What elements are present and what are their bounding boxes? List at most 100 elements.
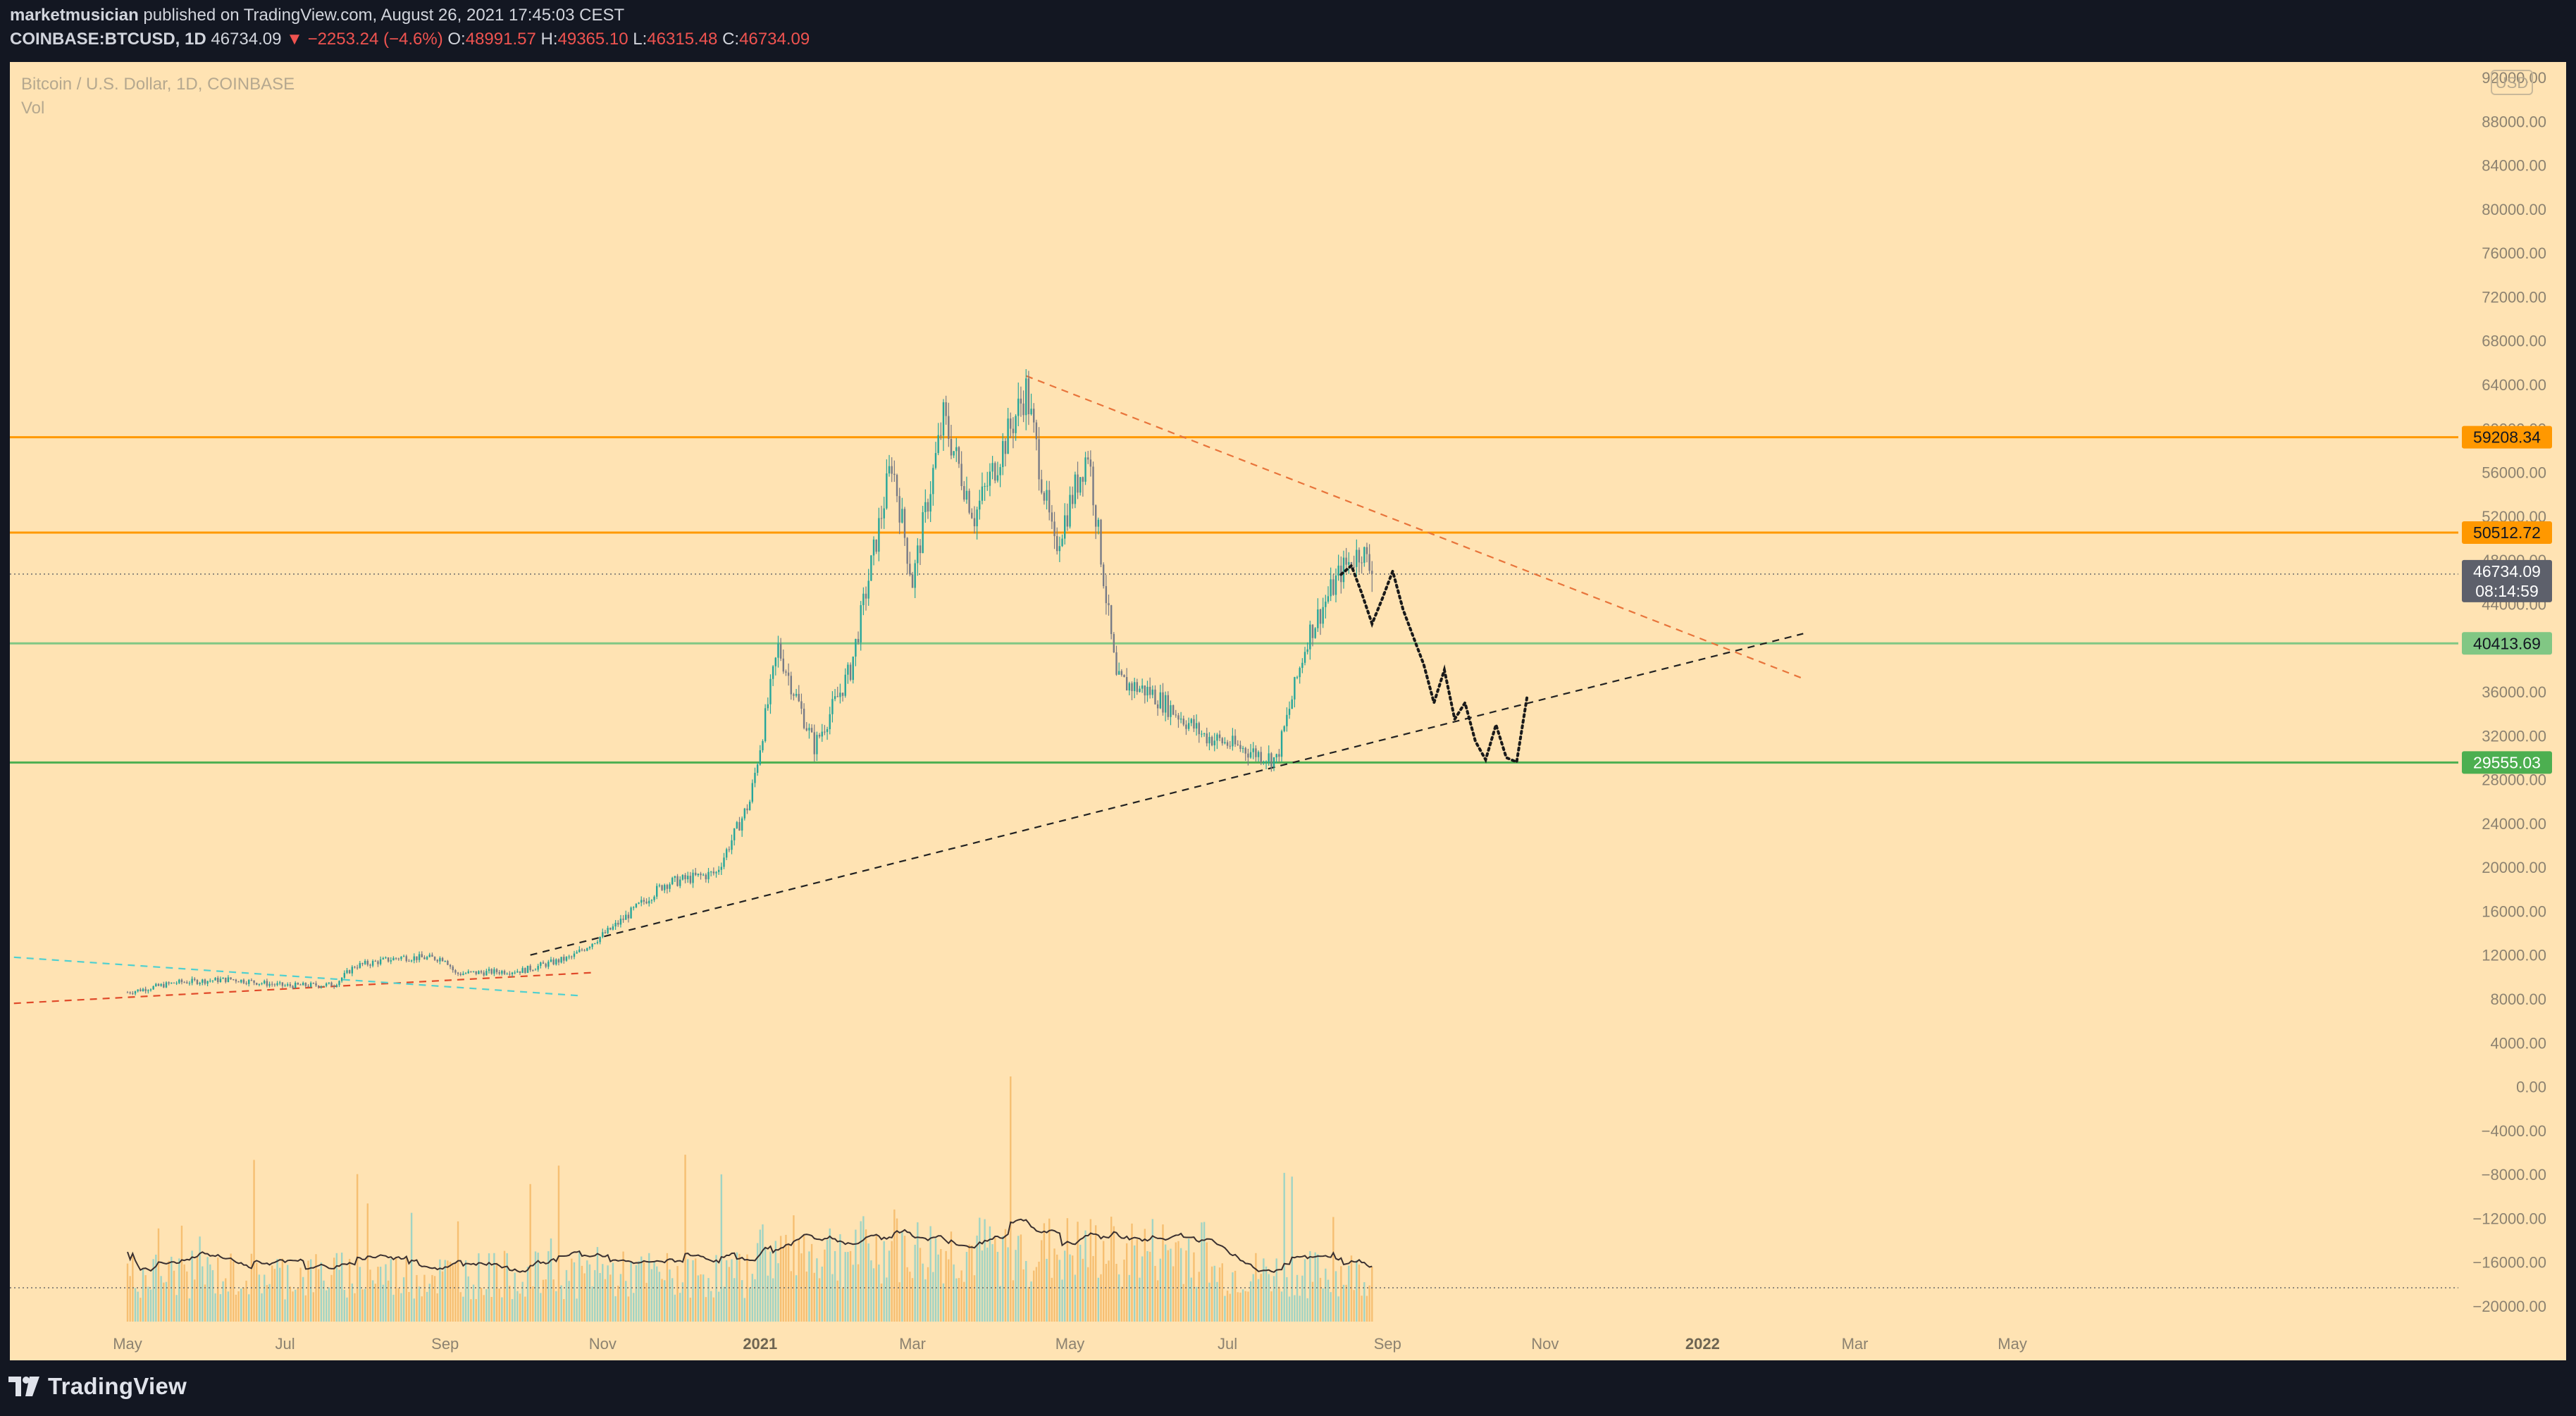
candle-body bbox=[1182, 719, 1184, 725]
price-tick-label: 24000.00 bbox=[2482, 815, 2546, 833]
volume-bar bbox=[1159, 1258, 1161, 1322]
candle bbox=[1255, 745, 1257, 762]
candle bbox=[501, 969, 503, 976]
candle-body bbox=[142, 988, 144, 992]
candle-body bbox=[1170, 705, 1172, 717]
volume-bar bbox=[237, 1291, 240, 1322]
candle bbox=[346, 968, 348, 974]
volume-bar bbox=[1046, 1258, 1048, 1322]
price-chart[interactable]: 92000.0088000.0084000.0080000.0076000.00… bbox=[10, 62, 2566, 1360]
low-label: L: bbox=[633, 30, 648, 49]
candle-body bbox=[281, 982, 284, 986]
candle-body bbox=[965, 490, 968, 500]
candle-body bbox=[630, 907, 632, 919]
volume-bar bbox=[614, 1296, 617, 1322]
candle-body bbox=[914, 563, 916, 588]
projection-path[interactable] bbox=[1339, 563, 1529, 764]
candle bbox=[209, 978, 211, 983]
old-support-trendline[interactable] bbox=[13, 956, 580, 997]
candle bbox=[348, 969, 351, 974]
old-resistance-trendline[interactable] bbox=[13, 971, 593, 1005]
candle bbox=[700, 871, 702, 880]
candle bbox=[855, 638, 857, 666]
candle bbox=[1167, 691, 1169, 720]
candle-body bbox=[1280, 731, 1283, 757]
candle-body bbox=[1043, 492, 1046, 501]
candle bbox=[1187, 717, 1190, 731]
volume-bar bbox=[459, 1292, 462, 1322]
currency-badge-text: USD bbox=[2496, 74, 2528, 92]
volume-bar bbox=[307, 1260, 309, 1322]
volume-bar bbox=[950, 1231, 953, 1322]
candle-body bbox=[346, 970, 348, 974]
candle bbox=[1084, 452, 1086, 485]
candle-body bbox=[400, 957, 402, 959]
time-tick-label: May bbox=[1055, 1335, 1085, 1353]
support-trendline[interactable] bbox=[530, 633, 1804, 956]
candle-body bbox=[1086, 457, 1089, 460]
candle-body bbox=[981, 486, 984, 501]
candle bbox=[140, 988, 142, 992]
candle-body bbox=[599, 936, 601, 943]
volume-bar bbox=[410, 1212, 413, 1322]
candle-body bbox=[454, 970, 457, 973]
volume-bar bbox=[1144, 1229, 1146, 1322]
candle bbox=[194, 977, 196, 982]
volume-bar bbox=[790, 1271, 792, 1322]
volume-bar bbox=[1221, 1263, 1223, 1322]
candle bbox=[361, 962, 364, 967]
candle bbox=[264, 979, 266, 985]
candle-body bbox=[503, 971, 506, 974]
candle-body bbox=[960, 464, 962, 487]
candle-body bbox=[1201, 733, 1203, 735]
candle bbox=[594, 943, 596, 945]
volume-bar bbox=[211, 1269, 214, 1322]
candle-body bbox=[261, 983, 263, 984]
volume-bar bbox=[1229, 1293, 1231, 1322]
candle-body bbox=[452, 967, 454, 971]
volume-bar bbox=[803, 1234, 805, 1322]
currency-badge[interactable]: USD bbox=[2491, 70, 2533, 95]
candle bbox=[958, 446, 960, 468]
candle bbox=[960, 451, 962, 490]
candle-body bbox=[689, 876, 692, 883]
volume-bar bbox=[423, 1274, 426, 1322]
volume-bar bbox=[1179, 1248, 1182, 1322]
candle bbox=[366, 959, 369, 967]
volume-bar bbox=[756, 1243, 759, 1322]
candle-body bbox=[862, 593, 865, 606]
volume-bar bbox=[532, 1286, 534, 1322]
candle bbox=[686, 871, 689, 883]
candle bbox=[516, 969, 519, 973]
author-name[interactable]: marketmusician bbox=[10, 6, 139, 25]
candle-body bbox=[1089, 459, 1092, 467]
candle bbox=[841, 693, 844, 702]
candle-body bbox=[1255, 748, 1257, 757]
candle-body bbox=[230, 977, 232, 980]
candle-body bbox=[1033, 409, 1035, 423]
candle bbox=[387, 957, 390, 963]
candle bbox=[875, 539, 877, 554]
candle bbox=[266, 979, 268, 988]
volume-bar bbox=[1172, 1266, 1175, 1322]
volume-bar bbox=[294, 1289, 297, 1322]
candle-body bbox=[524, 968, 526, 974]
tradingview-logo[interactable]: TradingView bbox=[8, 1373, 187, 1400]
volume-bar bbox=[397, 1288, 400, 1322]
candle-body bbox=[929, 494, 931, 512]
candle bbox=[867, 569, 869, 606]
volume-bar bbox=[736, 1252, 738, 1322]
candle bbox=[454, 969, 457, 975]
candle-body bbox=[565, 957, 568, 961]
candle-body bbox=[1288, 709, 1291, 715]
chart-area[interactable]: 92000.00 88000.00 84000.00 80000.00 76000.00… bbox=[10, 62, 2566, 1360]
candle-body bbox=[1187, 723, 1190, 729]
volume-bar bbox=[519, 1293, 521, 1322]
candle-body bbox=[679, 879, 681, 886]
candle bbox=[984, 483, 986, 501]
volume-bar bbox=[555, 1291, 557, 1322]
volume-bar bbox=[444, 1260, 446, 1322]
candle bbox=[1038, 427, 1040, 491]
volume-bar bbox=[594, 1269, 596, 1322]
price-tick-label: −20000.00 bbox=[2472, 1298, 2546, 1315]
